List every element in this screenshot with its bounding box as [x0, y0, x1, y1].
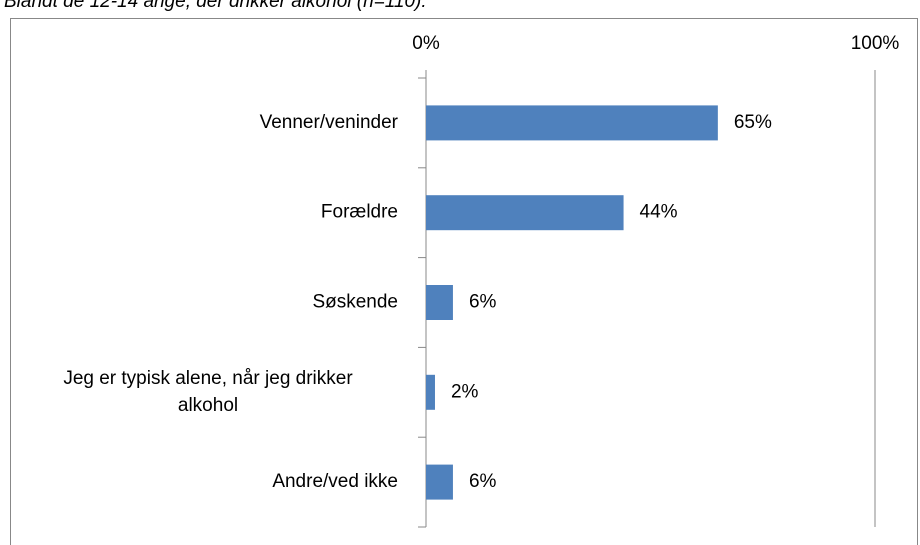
- chart-subtitle: Blandt de 12-14 årige, der drikker alkoh…: [4, 0, 427, 12]
- x-tick-label: 0%: [412, 33, 440, 54]
- y-tick-label: Forældre: [321, 202, 398, 223]
- value-label: 6%: [469, 292, 497, 313]
- chart-border: [10, 18, 918, 545]
- y-tick-label: Søskende: [312, 292, 398, 313]
- value-label: 65%: [734, 112, 772, 133]
- bar: [426, 105, 718, 141]
- value-label: 44%: [640, 202, 678, 223]
- y-tick-label: Jeg er typisk alene, når jeg drikker alko…: [63, 368, 353, 416]
- bar: [426, 285, 453, 320]
- x-tick-label: 100%: [851, 33, 900, 54]
- bar: [426, 374, 435, 410]
- bar: [426, 464, 453, 500]
- value-label: 2%: [451, 381, 479, 402]
- y-tick-label: Venner/veninder: [260, 112, 399, 133]
- bar: [426, 195, 624, 231]
- y-tick-label: Andre/ved ikke: [272, 471, 398, 492]
- value-label: 6%: [469, 471, 497, 492]
